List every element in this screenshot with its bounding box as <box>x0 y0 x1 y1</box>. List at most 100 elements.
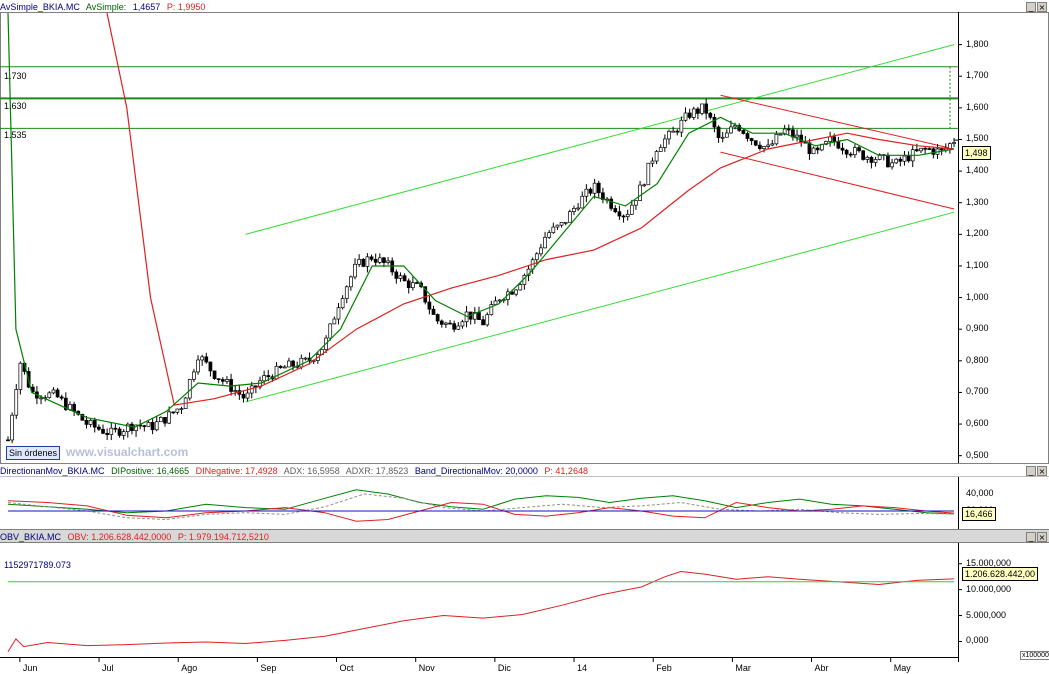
candle-body <box>646 162 651 186</box>
candle-body <box>567 211 572 223</box>
dm-adx: ADX: 16,5958 <box>283 466 340 476</box>
channel-line-3 <box>720 151 955 210</box>
price-y-tick-label: 0,900 <box>966 323 989 334</box>
candle-body <box>720 136 725 139</box>
candle-body <box>472 312 477 320</box>
candle-body <box>411 282 415 289</box>
price-y-tick-label: 0,500 <box>966 449 989 460</box>
price-panel[interactable] <box>0 12 962 457</box>
x-tick-label: 14 <box>577 663 588 673</box>
candle-body <box>167 411 171 424</box>
channel-line-2 <box>720 94 955 150</box>
obv-panel[interactable] <box>7 563 962 653</box>
minimize-icon[interactable]: _ <box>1026 2 1036 12</box>
candle-body <box>654 151 659 162</box>
watermark: www.visualchart.com <box>66 445 189 459</box>
obv-series-name: OBV_BKIA.MC <box>0 532 62 542</box>
dm-series-DINegative <box>7 500 955 522</box>
candle-body <box>766 144 770 147</box>
close-icon[interactable]: × <box>1037 466 1047 476</box>
candle-body <box>196 359 200 373</box>
candle-body <box>493 300 498 305</box>
price-y-tick-label: 1,500 <box>966 133 989 144</box>
candle-body <box>241 393 246 399</box>
candle-body <box>80 413 85 421</box>
candle-body <box>596 182 601 194</box>
obv-p-value: P: 1.979.194.712,5210 <box>177 532 269 542</box>
candle-body <box>667 131 671 140</box>
candle-body <box>828 136 832 142</box>
candle-body <box>753 140 758 146</box>
candle-body <box>869 156 874 163</box>
candle-body <box>613 208 618 213</box>
close-icon[interactable]: × <box>1037 532 1047 542</box>
obv-last-badge: 1.206.628.442,00 <box>962 567 1039 581</box>
candle-body <box>105 432 109 435</box>
directional-panel[interactable] <box>7 489 955 522</box>
candle-body <box>373 258 378 263</box>
candle-body <box>299 357 304 368</box>
dm-last-badge: 16,466 <box>962 507 996 521</box>
candle-body <box>832 136 837 142</box>
candle-body <box>361 258 366 267</box>
candle-body <box>150 422 155 431</box>
candle-body <box>588 188 593 194</box>
candle-body <box>460 321 465 327</box>
x-tick-label: Mar <box>735 663 751 673</box>
candle-body <box>931 148 936 155</box>
candle-body <box>63 397 68 410</box>
candle-body <box>547 232 552 238</box>
candle-body <box>142 425 147 427</box>
candle-body <box>485 314 490 326</box>
candles <box>6 98 956 444</box>
candle-body <box>534 253 539 261</box>
candle-body <box>621 215 626 218</box>
candle-body <box>431 308 436 315</box>
price-y-tick-label: 1,200 <box>966 228 989 239</box>
candle-body <box>233 390 238 392</box>
candle-body <box>865 156 870 160</box>
price-y-tick-label: 1,300 <box>966 196 989 207</box>
x-tick-label: May <box>893 663 911 673</box>
price-y-tick-label: 0,800 <box>966 354 989 365</box>
candle-body <box>716 126 721 139</box>
x-tick-label: Jun <box>22 663 38 673</box>
last-price-badge: 1,498 <box>962 146 991 160</box>
candle-body <box>39 397 43 400</box>
dm-dip: DIPositive: 16,4665 <box>111 466 190 476</box>
candle-body <box>134 424 138 431</box>
candle-body <box>291 360 295 367</box>
close-icon[interactable]: × <box>1037 2 1047 12</box>
candle-body <box>811 147 816 155</box>
candle-body <box>786 128 791 131</box>
candle-body <box>386 260 390 263</box>
candle-body <box>919 147 923 152</box>
x-tick-label: Sep <box>260 663 277 673</box>
price-y-tick-label: 1,700 <box>966 70 989 81</box>
price-y-tick-label: 1,600 <box>966 101 989 112</box>
candle-body <box>406 280 411 289</box>
price-y-tick-label: 0,600 <box>966 418 989 429</box>
candle-body <box>559 222 564 226</box>
candle-body <box>117 428 122 436</box>
candle-body <box>762 146 766 149</box>
candle-body <box>687 112 692 118</box>
candle-body <box>663 138 667 148</box>
candle-body <box>423 286 428 303</box>
candle-body <box>369 256 374 260</box>
obv-header-bg <box>0 529 1049 542</box>
candle-body <box>497 299 502 302</box>
dm-series-name: DirectionanMov_BKIA.MC <box>0 466 105 476</box>
minimize-icon[interactable]: _ <box>1026 532 1036 542</box>
candle-body <box>658 147 663 152</box>
candle-body <box>340 298 345 309</box>
x-tick-label: Ago <box>181 663 198 673</box>
dm-window-buttons: _ × <box>1026 466 1047 477</box>
candle-body <box>477 312 481 321</box>
candle-body <box>840 147 845 151</box>
minimize-icon[interactable]: _ <box>1026 466 1036 476</box>
candle-body <box>278 365 283 368</box>
candle-body <box>543 236 547 249</box>
candle-body <box>216 378 221 381</box>
no-orders-button[interactable]: Sin órdenes <box>6 446 61 460</box>
